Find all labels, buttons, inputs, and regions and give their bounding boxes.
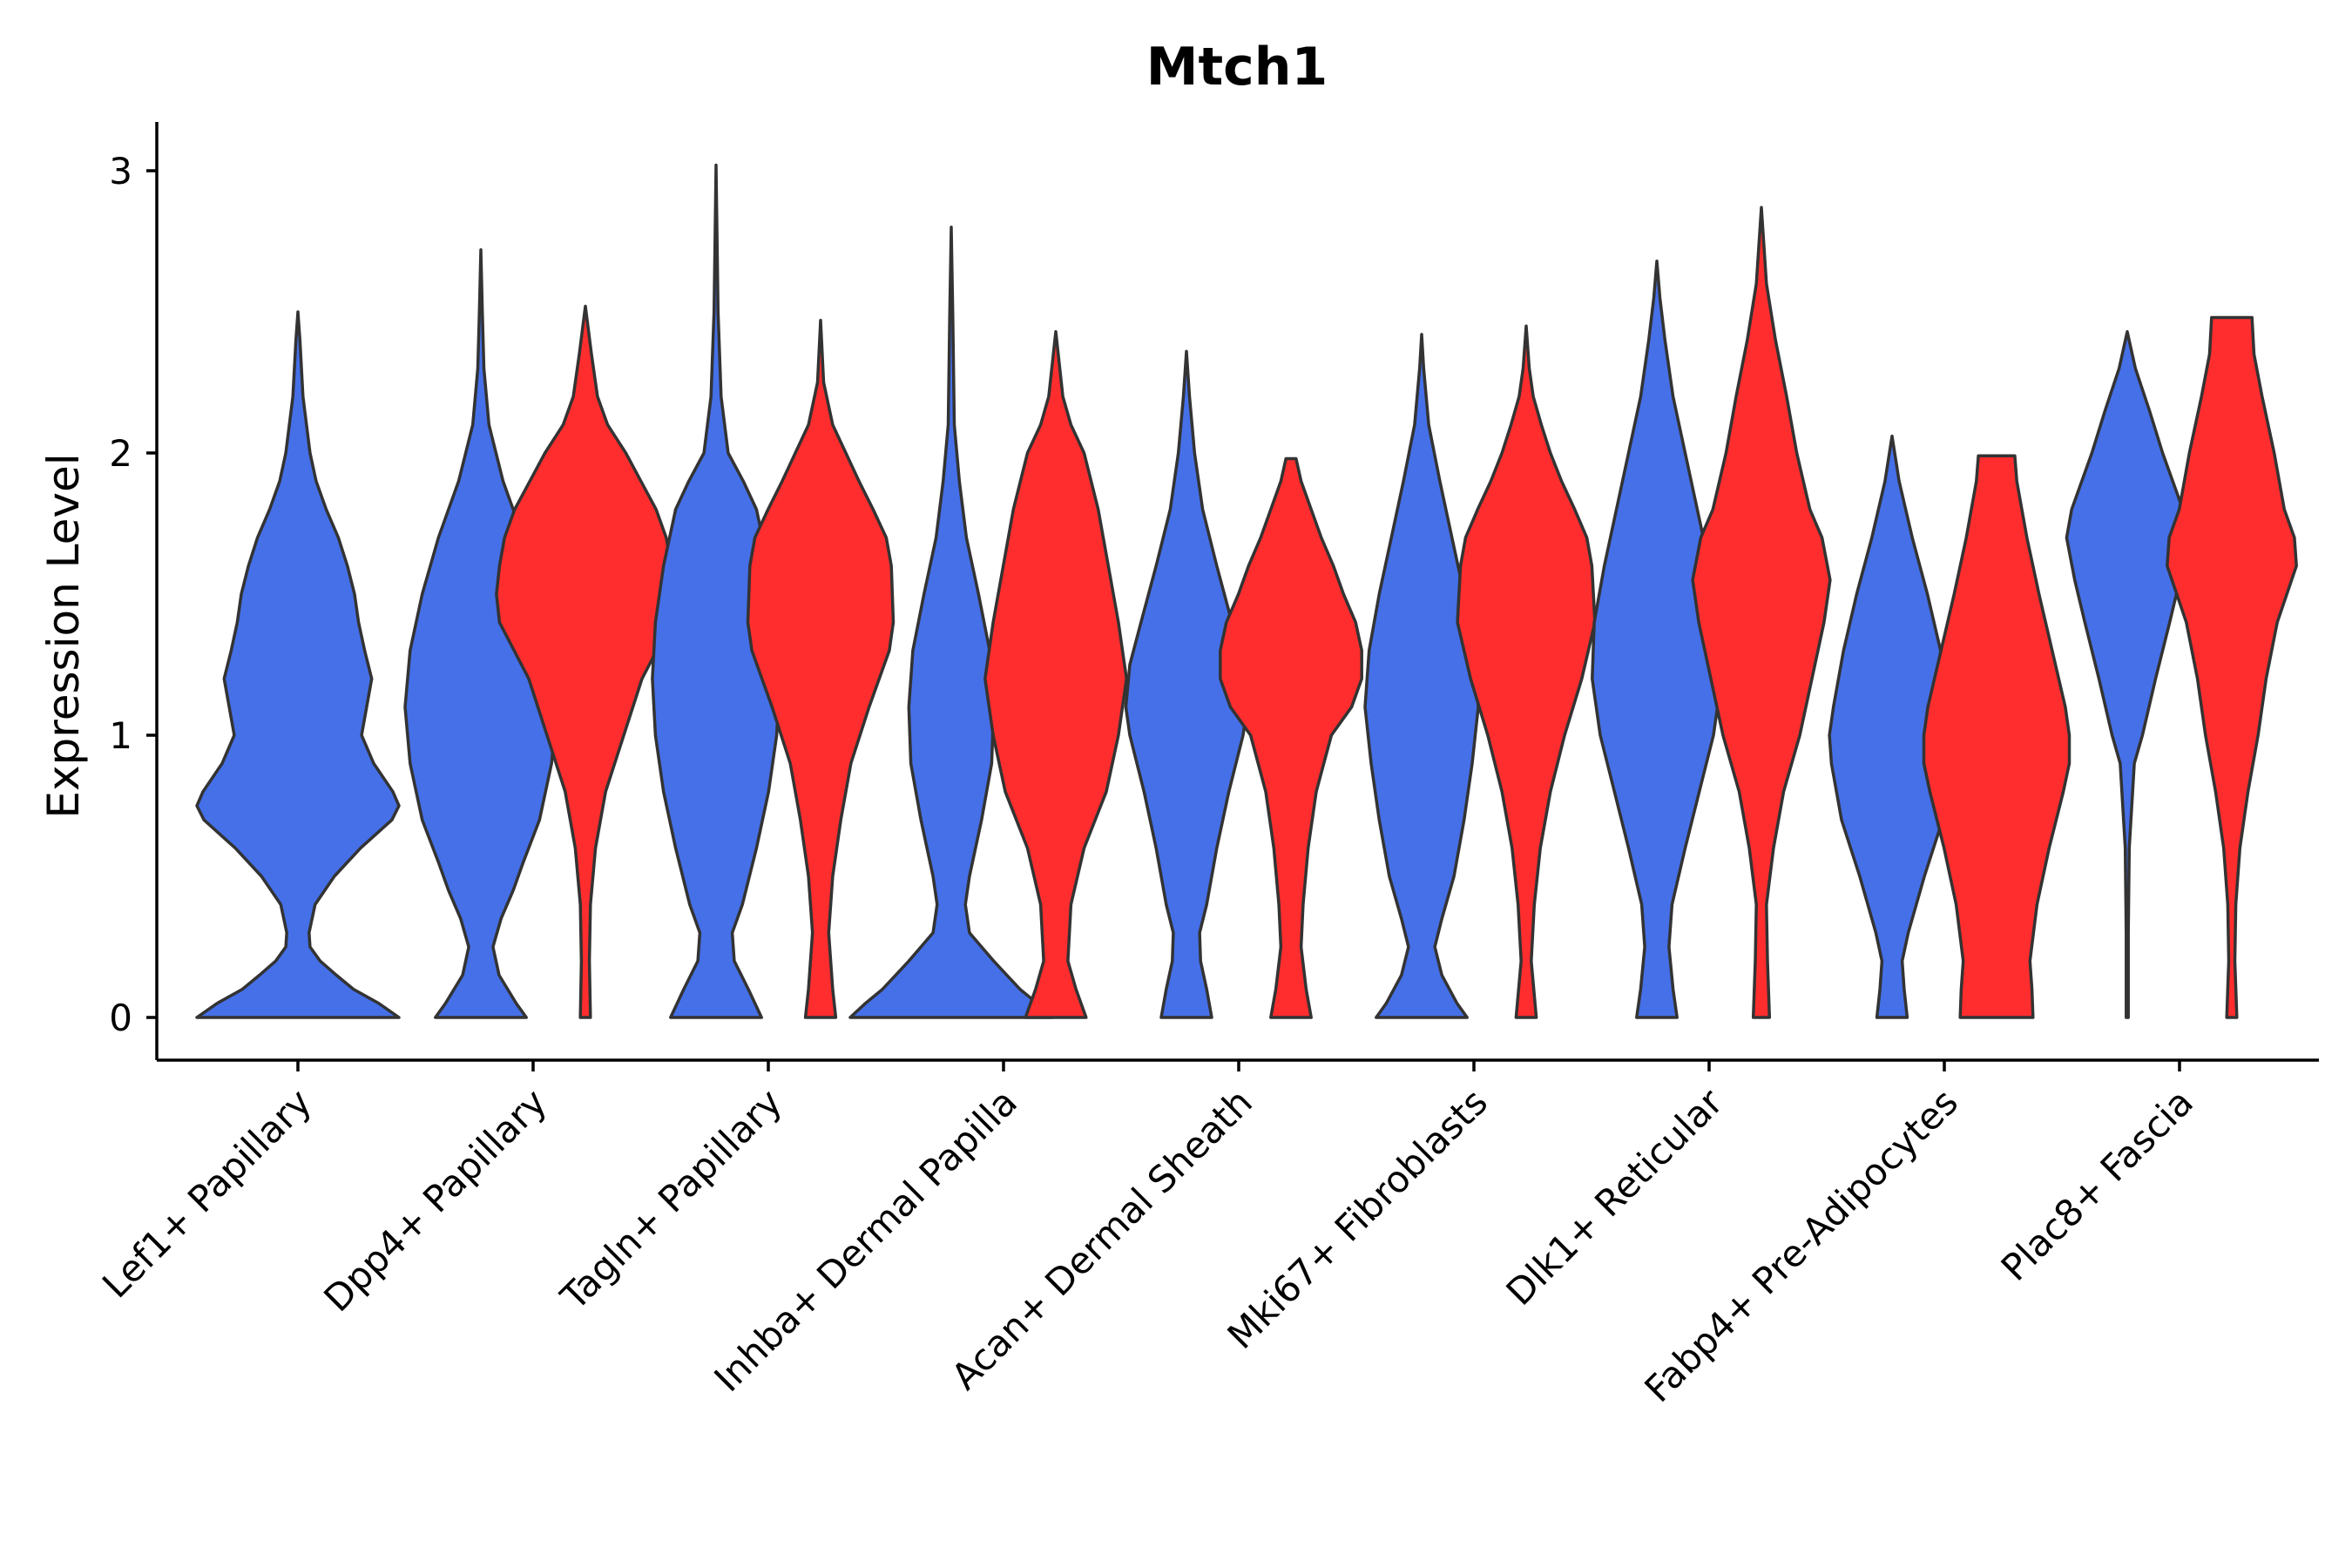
violin-group_2 <box>1219 456 1363 1019</box>
violin-group_1 <box>1124 349 1249 1019</box>
violin-group_1 <box>1828 434 1957 1019</box>
violin-group_2 <box>1691 206 1832 1019</box>
violins-layer <box>195 163 2298 1019</box>
violin-group_1 <box>2065 329 2190 1019</box>
violin-group_2 <box>1922 454 2072 1019</box>
y-tick-label: 3 <box>109 150 132 193</box>
y-tick-label: 0 <box>109 997 132 1039</box>
violin-group_2 <box>983 329 1128 1019</box>
violin-group_2 <box>1456 324 1597 1019</box>
violin-group_1 <box>651 163 781 1019</box>
x-category-label: Tagln+ Papillary <box>552 1080 790 1318</box>
violin-group_2 <box>2166 315 2298 1019</box>
violin-group_1 <box>1591 259 1723 1019</box>
y-tick-label: 1 <box>109 714 132 757</box>
violin-group_1 <box>195 310 401 1019</box>
x-category-label: Mki67+ Fibroblasts <box>1220 1080 1496 1356</box>
y-tick-label: 2 <box>109 432 132 475</box>
violin-group_2 <box>495 304 676 1019</box>
x-category-label: Lef1+ Papillary <box>94 1080 320 1306</box>
x-category-label: Dpp4+ Papillary <box>315 1080 555 1320</box>
violin-group_1 <box>848 226 1054 1019</box>
violin-group_1 <box>403 247 558 1019</box>
y-axis-title: Expression Level <box>38 453 89 818</box>
chart-title: Mtch1 <box>1146 37 1328 98</box>
x-category-label: Dlk1+ Reticular <box>1498 1080 1732 1314</box>
violin-group_1 <box>1363 333 1480 1019</box>
violin-group_2 <box>746 318 896 1019</box>
y-ticks: 0 1 2 3 <box>109 150 157 1039</box>
x-category-label: Plac8+ Fascia <box>1993 1080 2201 1288</box>
